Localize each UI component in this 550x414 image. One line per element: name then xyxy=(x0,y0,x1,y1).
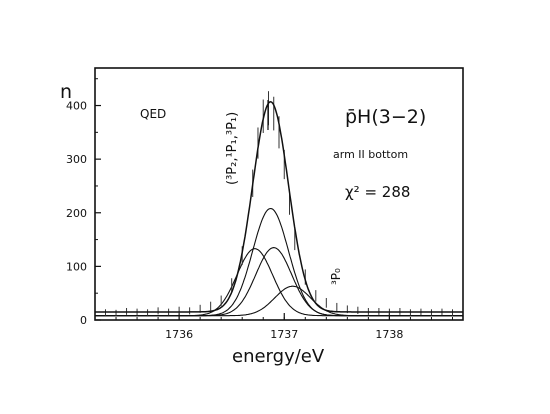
y-tick-label: 400 xyxy=(66,100,87,113)
x-axis-label: energy/eV xyxy=(232,346,325,367)
tick-labels: 1736 1737 1738 0 100 200 300 400 xyxy=(66,100,403,341)
x-tick-label: 1738 xyxy=(375,328,403,341)
component-curve-2 xyxy=(95,248,463,317)
x-tick-label: 1737 xyxy=(270,328,298,341)
data-points xyxy=(105,91,453,317)
y-tick-label: 300 xyxy=(66,153,87,166)
plot-frame xyxy=(94,67,464,321)
y-tick-label: 0 xyxy=(80,314,87,327)
chi-square-label: χ² = 288 xyxy=(345,183,410,201)
axis-ticks xyxy=(94,78,453,321)
total-fit-curve xyxy=(95,101,463,313)
model-label: QED xyxy=(140,107,166,121)
y-axis-label: n xyxy=(60,81,72,103)
y-tick-label: 100 xyxy=(66,260,87,273)
fit-components xyxy=(95,207,463,317)
component-curve-3 xyxy=(95,247,463,317)
arm-label: arm II bottom xyxy=(333,148,408,161)
y-tick-label: 200 xyxy=(66,207,87,220)
component-curve-1 xyxy=(95,207,463,317)
x-tick-label: 1736 xyxy=(165,328,193,341)
peak-state-label: (³P₂,¹P₁,³P₁) xyxy=(225,112,240,185)
component-curve-4 xyxy=(95,285,463,317)
p0-state-label: ³P₀ xyxy=(329,268,343,285)
transition-label: p̄H(3−2) xyxy=(345,106,426,128)
